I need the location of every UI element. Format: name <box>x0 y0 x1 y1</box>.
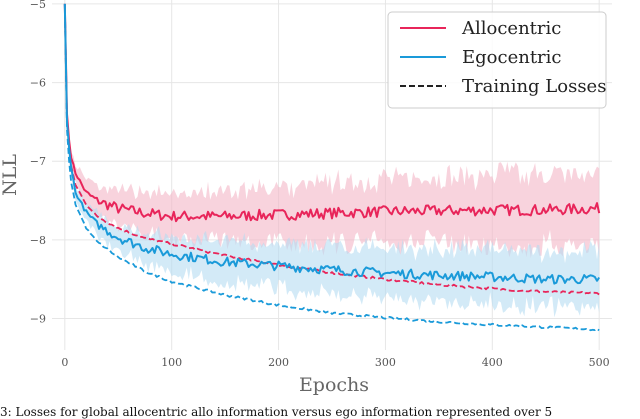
x-tick-label: 500 <box>589 356 610 369</box>
y-axis-label: NLL <box>0 154 21 196</box>
x-tick-label: 0 <box>61 356 68 369</box>
egocentric-validation-line <box>63 3 601 285</box>
series-lines <box>63 3 601 332</box>
x-tick-label: 400 <box>482 356 503 369</box>
legend-label-allocentric: Allocentric <box>461 18 561 39</box>
allocentric-validation-line <box>63 3 601 223</box>
egocentric-variance-band <box>64 3 600 318</box>
x-tick-label: 100 <box>161 356 182 369</box>
y-tick-label: −6 <box>30 77 46 90</box>
variance-bands <box>64 3 600 318</box>
legend-label-egocentric: Egocentric <box>462 47 562 68</box>
x-axis-label: Epochs <box>299 374 369 396</box>
y-tick-label: −5 <box>30 0 46 11</box>
x-tick-label: 200 <box>268 356 289 369</box>
allocentric-variance-band <box>64 3 600 259</box>
egocentric-training-line <box>63 3 600 332</box>
x-tick-label: 300 <box>375 356 396 369</box>
legend-box <box>387 11 607 109</box>
axis-ticks: 0 100 200 300 400 500 −5 −6 −7 −8 −9 <box>30 0 610 369</box>
legend: Allocentric Egocentric Training Losses <box>387 11 607 109</box>
figure-caption: 3: Losses for global allocentric allo in… <box>0 405 552 419</box>
y-tick-label: −7 <box>30 155 46 168</box>
y-tick-label: −8 <box>30 234 46 247</box>
allocentric-training-line <box>63 3 600 296</box>
y-tick-label: −9 <box>30 313 46 326</box>
legend-label-training-losses: Training Losses <box>462 76 606 97</box>
